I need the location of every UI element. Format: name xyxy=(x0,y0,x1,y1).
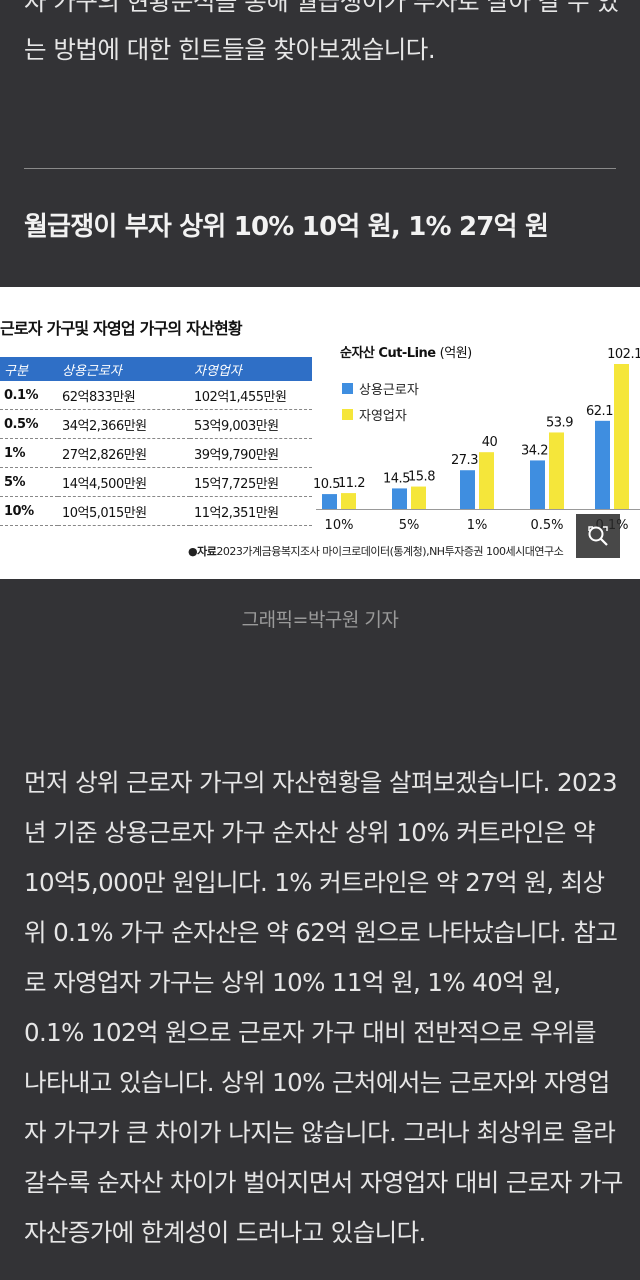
source-label: ●자료 xyxy=(188,545,217,558)
data-label: 53.9 xyxy=(546,415,573,430)
data-label: 40 xyxy=(482,435,498,450)
legend-swatch-blue xyxy=(342,383,353,394)
table-cell: 0.1% xyxy=(0,381,58,410)
legend-item-employee: 상용근로자 xyxy=(342,379,419,398)
table-cell: 5% xyxy=(0,467,58,497)
table-header-cell: 구분 xyxy=(0,357,58,381)
zoom-button[interactable] xyxy=(576,514,620,558)
category-label: 10% xyxy=(325,518,354,533)
figure-caption: 그래픽=박구원 기자 xyxy=(241,609,399,631)
intro-paragraph: 자 가구의 현황분석을 통해 월급쟁이가 부자로 살아 갈 수 있는 방법에 대… xyxy=(24,0,619,64)
source-text: 2023가계금융복지조사 마이크로데이터(통계청),NH투자증권 100세시대연… xyxy=(216,545,564,558)
data-label: 62.1 xyxy=(586,404,613,419)
table-cell: 62억833만원 xyxy=(58,381,190,410)
table-row: 1% 27억2,826만원 39억9,790만원 xyxy=(0,438,312,468)
chart-title-text: 순자산 Cut-Line xyxy=(340,346,436,361)
bar-selfemployed-1% xyxy=(479,452,494,509)
bar-employee-1% xyxy=(460,470,475,509)
bar-employee-0.5% xyxy=(530,460,545,509)
table-header-cell: 상용근로자 xyxy=(58,357,190,381)
data-label: 34.2 xyxy=(521,443,548,458)
table-row: 0.5% 34억2,366만원 53억9,003만원 xyxy=(0,409,312,439)
bar-selfemployed-5% xyxy=(411,486,426,509)
table-cell: 0.5% xyxy=(0,409,58,439)
bar-selfemployed-0.5% xyxy=(549,432,564,509)
legend-label: 자영업자 xyxy=(359,409,407,424)
category-label: 5% xyxy=(399,518,420,533)
bar-employee-10% xyxy=(322,494,337,509)
table-cell: 27억2,826만원 xyxy=(58,438,190,468)
table-row: 10% 10억5,015만원 11억2,351만원 xyxy=(0,496,312,526)
table-cell: 1% xyxy=(0,438,58,468)
bar-selfemployed-0.1% xyxy=(614,364,629,509)
table-row: 0.1% 62억833만원 102억1,455만원 xyxy=(0,381,312,410)
table-cell: 15억7,725만원 xyxy=(190,467,312,497)
data-label: 27.3 xyxy=(451,453,478,468)
bar-employee-5% xyxy=(392,488,407,509)
data-label: 10.5 xyxy=(313,477,340,492)
data-label: 14.5 xyxy=(383,471,410,486)
legend-label: 상용근로자 xyxy=(359,383,419,398)
table-cell: 10억5,015만원 xyxy=(58,496,190,526)
data-label: 11.2 xyxy=(338,476,365,491)
body-paragraph: 먼저 상위 근로자 가구의 자산현황을 살펴보겠습니다. 2023년 기준 상용… xyxy=(24,768,623,1247)
table-cell: 14억4,500만원 xyxy=(58,467,190,497)
asset-table: 구분 상용근로자 자영업자 0.1% 62억833만원 102억1,455만원 … xyxy=(0,357,312,526)
section-divider xyxy=(24,168,616,169)
category-label: 1% xyxy=(467,518,488,533)
section-subheading: 월급쟁이 부자 상위 10% 10억 원, 1% 27억 원 xyxy=(24,212,549,242)
data-label: 102.1 xyxy=(607,347,640,362)
bar-employee-0.1% xyxy=(595,420,610,509)
zoom-in-icon xyxy=(588,526,608,546)
source-note: ●자료2023가계금융복지조사 마이크로데이터(통계청),NH투자증권 100세… xyxy=(188,543,564,559)
table-cell: 39억9,790만원 xyxy=(190,438,312,468)
category-label: 0.5% xyxy=(530,518,563,533)
table-header-cell: 자영업자 xyxy=(190,357,312,381)
table-cell: 11억2,351만원 xyxy=(190,496,312,526)
chart-unit: (억원) xyxy=(439,346,473,361)
table-header-row: 구분 상용근로자 자영업자 xyxy=(0,357,312,381)
chart-title: 순자산 Cut-Line (억원) xyxy=(340,342,472,361)
table-row: 5% 14억4,500만원 15억7,725만원 xyxy=(0,467,312,497)
figure-title: 근로자 가구및 자영업 가구의 자산현황 xyxy=(0,319,243,338)
infographic-figure[interactable]: 근로자 가구및 자영업 가구의 자산현황 구분 상용근로자 자영업자 0.1% … xyxy=(0,287,640,579)
bar-chart: 10.511.2 10% 14.515.8 5% 27.3 40 1% 34.2 53.9 0.5… xyxy=(313,347,640,533)
table-cell: 34억2,366만원 xyxy=(58,409,190,439)
table-cell: 10% xyxy=(0,496,58,526)
table-cell: 53억9,003만원 xyxy=(190,409,312,439)
data-label: 15.8 xyxy=(408,470,435,485)
legend-item-selfemployed: 자영업자 xyxy=(342,405,407,424)
bar-selfemployed-10% xyxy=(341,493,356,509)
legend-swatch-yellow xyxy=(342,409,353,420)
table-cell: 102억1,455만원 xyxy=(190,381,312,410)
